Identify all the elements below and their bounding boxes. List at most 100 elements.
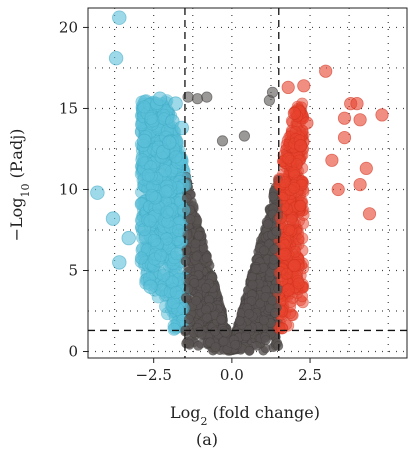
x-tick-label: 2.5 [298,366,322,384]
data-point-down [174,120,190,136]
data-point-up [287,258,301,273]
y-axis-title: −Log10 (P.adj) [7,129,32,242]
data-point-up [353,113,367,127]
data-point [259,245,269,256]
data-point-up [375,108,389,122]
data-point [260,335,271,345]
data-point [183,284,194,295]
data-point [189,278,200,288]
data-point [137,100,151,114]
data-point [271,226,282,237]
data-point [167,322,181,336]
y-tick-label: 15 [59,99,78,117]
data-point-up [337,131,352,145]
data-point [268,254,279,265]
data-point [247,279,258,290]
threshold-lines [88,8,407,358]
data-point-up [362,207,377,221]
data-point-up [325,153,339,167]
data-point-up [300,116,314,130]
data-point [193,340,204,351]
data-point [277,200,290,212]
data-point [220,327,231,338]
data-point [169,285,183,299]
data-point [181,193,192,203]
highlighted-points [90,10,389,297]
data-point [244,345,255,356]
x-tick-label: −2.5 [135,366,171,384]
data-point-up [337,111,352,125]
data-point [268,191,279,202]
y-axis-ticks: 0 5 10 15 20 [59,18,88,361]
data-point-down [152,91,168,106]
data-point [193,230,204,241]
y-tick-label: 20 [59,18,78,36]
data-point-up [319,64,333,78]
data-point-not_significant [201,91,213,103]
data-point [141,168,155,182]
data-point [170,247,184,261]
data-point-up [353,178,367,192]
data-point [147,233,161,247]
data-point-up [331,182,345,197]
data-point [184,338,194,349]
data-point [294,199,307,212]
data-point-up [294,139,308,153]
data-point [201,252,212,263]
data-point [250,263,261,274]
data-point [143,214,157,228]
data-point-up [287,106,301,120]
data-point [278,176,291,189]
data-point [177,203,191,217]
data-point-down [168,96,183,111]
data-point [218,336,229,347]
data-point-down [162,135,177,150]
data-point [185,214,196,224]
x-axis-title: Log2 (fold change) [170,403,320,428]
y-tick-label: 5 [68,262,78,280]
data-point [157,268,171,282]
x-tick-label: 0.0 [220,366,244,384]
data-point [145,188,159,202]
figure-caption: (a) [195,430,219,449]
data-point [258,315,269,326]
data-point-down [108,51,124,66]
y-tick-label: 10 [59,180,78,198]
data-point [191,251,202,262]
data-point [135,153,149,167]
data-point-not_significant [238,130,250,142]
data-point [202,312,212,323]
data-point [288,166,300,179]
data-point-up [359,161,373,175]
data-point [234,315,245,326]
data-point [280,267,293,280]
data-point-not_significant [191,93,204,105]
data-point-up [278,247,292,261]
data-point-down [143,279,158,294]
data-point-down [90,185,105,200]
data-point [159,185,173,199]
data-point [292,277,305,290]
x-axis-ticks: −2.5 0.0 2.5 [135,358,322,384]
data-point [200,282,211,293]
data-point-up [281,80,295,95]
data-point-down [137,133,152,149]
data-point [230,339,241,350]
data-point [201,304,211,315]
data-point-up [297,79,311,93]
data-point [282,152,295,165]
data-point [288,181,301,194]
data-point [270,307,280,318]
data-point-down [105,211,121,226]
data-point [191,295,201,306]
data-point [283,223,295,236]
data-point-down [121,230,136,246]
data-point [296,232,309,245]
data-point [172,224,186,238]
data-point-not_significant [266,86,279,98]
data-point-not_significant [216,135,229,147]
data-point [180,292,191,303]
data-point-up [350,97,364,111]
data-point [169,150,183,164]
data-point-down [112,255,127,270]
